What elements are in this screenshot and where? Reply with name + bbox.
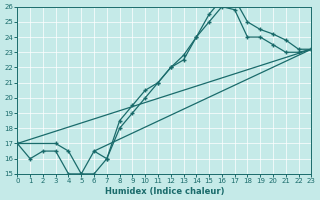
X-axis label: Humidex (Indice chaleur): Humidex (Indice chaleur)	[105, 187, 224, 196]
